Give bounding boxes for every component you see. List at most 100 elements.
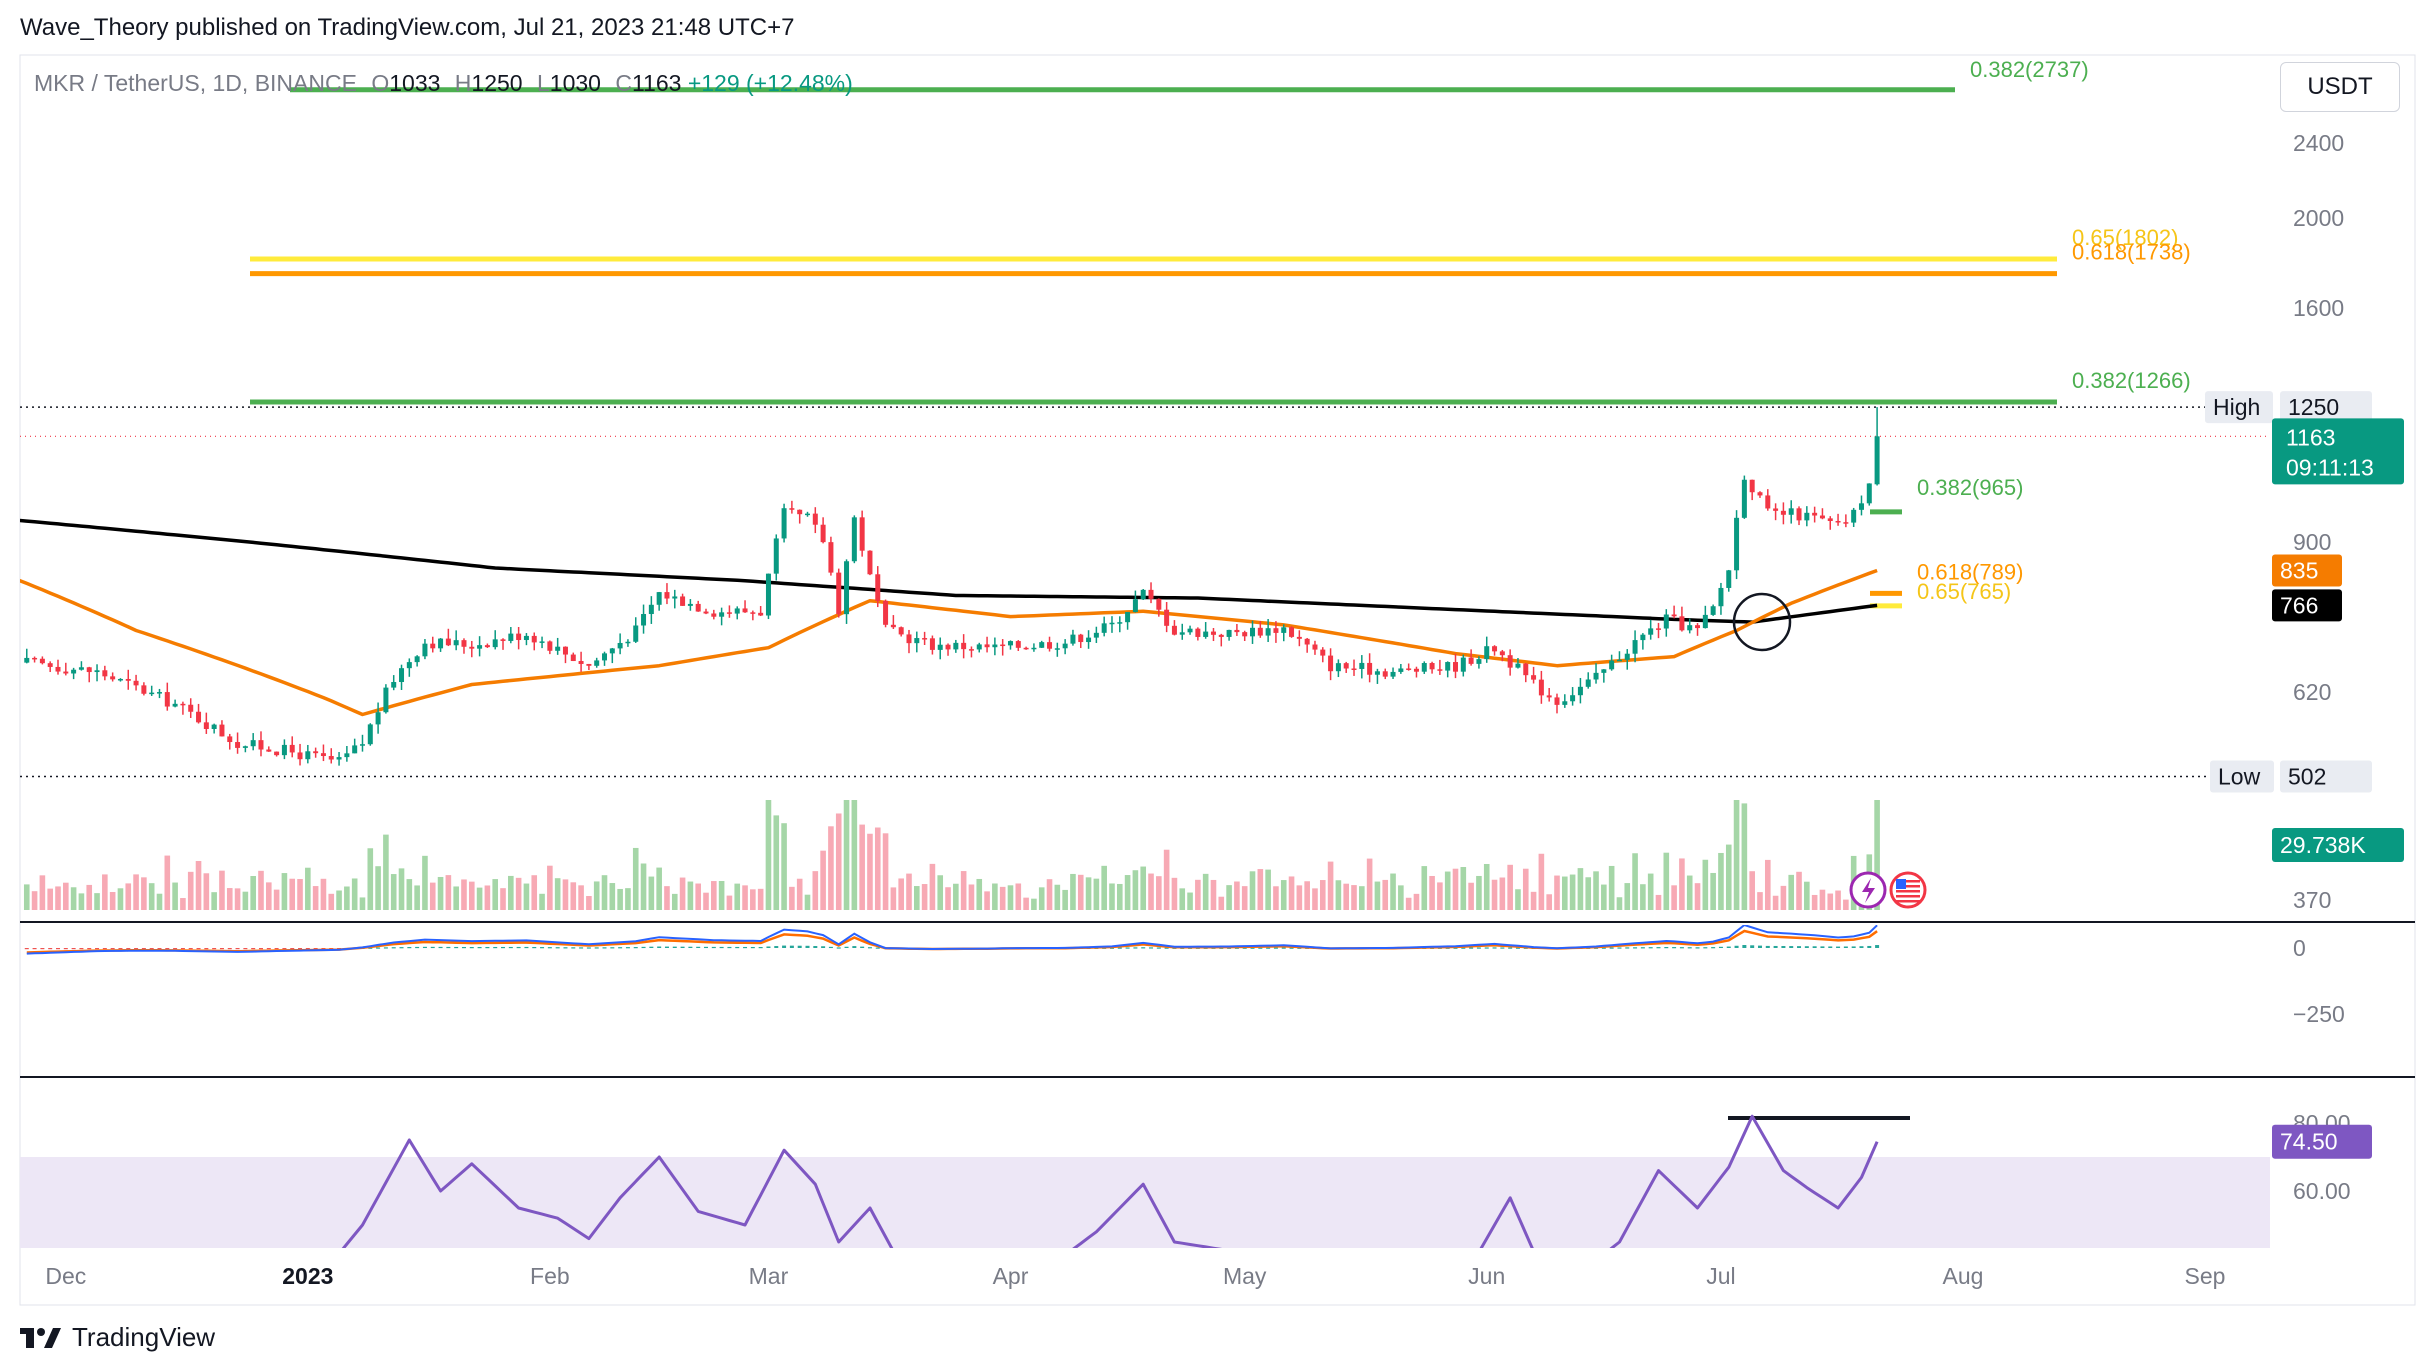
tradingview-logo-icon [20,1327,61,1348]
macd-histogram-bar [383,947,388,949]
candle-body [367,724,373,745]
candle-body [875,574,881,601]
macd-histogram-bar [1679,947,1684,949]
candle-body [804,513,810,516]
fib-level-label: 0.382(2737) [1970,57,2089,82]
candle-body [641,614,647,626]
macd-histogram-bar [469,947,474,949]
candle-body [1132,599,1138,613]
volume-bar [812,871,819,910]
candle-body [1577,686,1583,696]
candle-body [1570,695,1576,702]
volume-bar [953,883,959,910]
volume-bar [1046,879,1053,910]
volume-bar [859,824,865,910]
volume-bar [258,870,264,910]
macd-histogram-bar [1695,947,1700,949]
volume-bar [102,874,108,910]
candle-body [172,703,178,707]
volume-bar [1382,879,1389,910]
candle-body [1492,646,1498,652]
macd-histogram-bar [102,948,107,950]
volume-bar [1476,875,1482,910]
candle-body [289,744,295,753]
macd-histogram-bar [1851,946,1856,948]
candle-body [1367,662,1373,675]
candle-body [313,751,319,754]
macd-histogram-bar [87,948,92,950]
candle-body [125,678,131,681]
volume-bar [1132,870,1139,910]
volume-bar [156,893,163,910]
price-axis-tick: 1600 [2293,295,2344,321]
candle-body [1562,701,1568,705]
currency-button[interactable]: USDT [2280,62,2400,112]
macd-histogram-bar [1266,947,1271,949]
volume-bar [1421,866,1428,910]
macd-histogram-bar [789,945,794,948]
candle-body [1749,479,1755,493]
macd-histogram-bar [711,946,716,949]
low-value-badge-text: 502 [2288,763,2326,789]
volume-bar [1757,892,1763,910]
candle-body [1460,657,1466,672]
macd-histogram-bar [649,946,654,948]
candle-body [1858,503,1864,510]
candle-body [1445,662,1451,671]
macd-histogram-bar [149,948,154,950]
volume-bar [414,885,420,910]
volume-bar [789,886,795,910]
candle-body [1515,663,1521,668]
volume-bar [1156,876,1162,910]
volume-bar [867,833,873,910]
volume-bar [1515,889,1521,910]
volume-bar [882,833,889,910]
volume-bar [117,888,124,910]
candle-body [844,561,850,615]
high-low-lines [20,406,2268,778]
macd-histogram-bar [173,948,178,950]
macd-histogram-bar [298,948,303,950]
macd-histogram-bar [1297,947,1302,949]
ema50-line [20,568,1878,717]
macd-group [24,925,1880,955]
macd-histogram-bar [664,946,669,948]
rsi-badge: 74.50 [2272,1124,2372,1159]
macd-histogram-bar [618,947,623,949]
candle-body [1234,629,1240,633]
volume-bar [937,875,944,910]
macd-histogram-bar [477,947,482,949]
volume-bar [273,889,280,910]
candle-body [375,712,381,725]
volume-bar [55,886,61,910]
candle-body [469,646,475,649]
candle-body [617,642,623,649]
candle-body [110,676,116,680]
macd-histogram-bar [461,946,466,949]
candle-body [281,744,287,756]
candle-body [1054,648,1060,650]
volume-bar [1601,884,1607,910]
candle-body [1437,669,1443,671]
volume-bar [1632,853,1638,910]
candle-body [1093,632,1099,638]
volume-bar [1031,898,1037,910]
candle-body [1218,634,1224,637]
macd-histogram-bar [56,948,60,950]
candle-body [1468,657,1474,664]
volume-bar [265,882,272,910]
candle-body [719,612,725,617]
macd-histogram-bar [735,946,740,949]
volume-bar [929,863,936,910]
candle-body [906,634,912,644]
volume-bar [648,876,655,910]
candle-body [1546,695,1552,698]
macd-histogram-bar [743,946,748,949]
candle-body [1187,628,1193,633]
volume-bar [703,892,709,910]
candle-body [1585,679,1591,687]
volume-bar [1788,874,1795,910]
volume-bar [562,879,569,910]
volume-bar [586,896,592,910]
